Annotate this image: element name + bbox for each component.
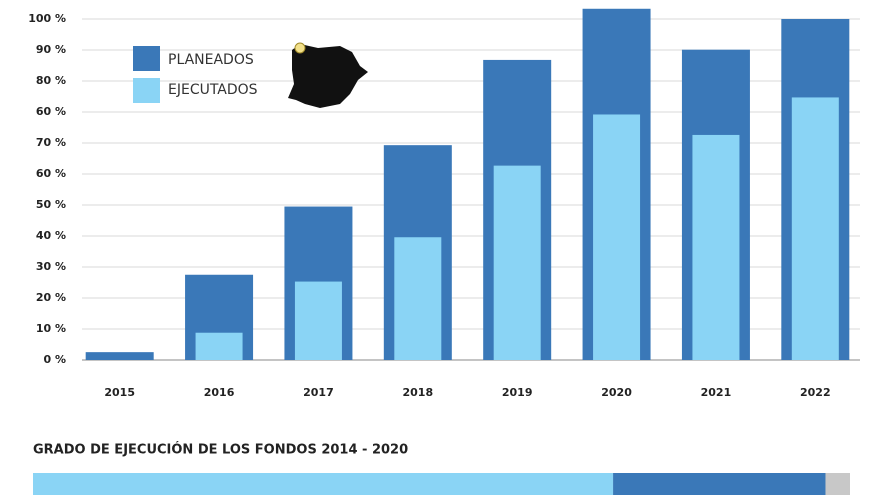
bar xyxy=(85,352,154,360)
y-tick-label: 10 % xyxy=(36,322,66,335)
legend-label: PLANEADOS xyxy=(168,52,254,68)
y-tick-label: 20 % xyxy=(36,291,66,304)
bar xyxy=(294,281,342,360)
x-tick-label: 2018 xyxy=(403,386,434,399)
x-tick-label: 2017 xyxy=(303,386,334,399)
y-tick-label: 0 % xyxy=(43,353,66,366)
y-tick-label: 100 % xyxy=(28,12,66,25)
y-tick-label: 50 % xyxy=(36,198,66,211)
bar xyxy=(791,97,839,361)
y-tick-label: 60 % xyxy=(36,105,66,118)
bar xyxy=(195,332,243,360)
x-tick-label: 2021 xyxy=(701,386,732,399)
x-tick-label: 2015 xyxy=(104,386,135,399)
spain-map-icon xyxy=(288,42,368,108)
bar xyxy=(593,114,641,360)
x-tick-label: 2022 xyxy=(800,386,831,399)
bar xyxy=(394,237,442,360)
legend-label: EJECUTADOS xyxy=(168,82,258,98)
x-tick-label: 2016 xyxy=(204,386,235,399)
bar xyxy=(692,134,740,360)
y-tick-label: 80 % xyxy=(36,74,66,87)
progress-segment xyxy=(613,473,826,495)
progress-segment xyxy=(33,473,614,495)
y-tick-label: 40 % xyxy=(36,229,66,242)
section-title: GRADO DE EJECUCIÓN DE LOS FONDOS 2014 - … xyxy=(33,442,408,458)
y-tick-label: 90 % xyxy=(36,43,66,56)
bar xyxy=(493,165,541,360)
y-tick-label: 30 % xyxy=(36,260,66,273)
progress-segment xyxy=(825,473,850,495)
y-tick-label: 70 % xyxy=(36,136,66,149)
x-tick-label: 2019 xyxy=(502,386,533,399)
y-tick-label: 60 % xyxy=(36,167,66,180)
x-tick-label: 2020 xyxy=(601,386,632,399)
legend-swatch xyxy=(133,78,160,103)
legend-swatch xyxy=(133,46,160,71)
